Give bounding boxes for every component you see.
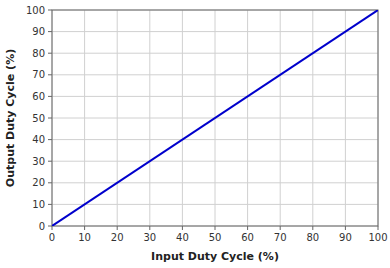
tick-y	[48, 96, 52, 97]
chart: 0 10 20 30 40 50 60 70 80 90 100 0 10 20 30 40 50 60 70 80 9…	[0, 0, 390, 268]
data-line	[52, 10, 378, 226]
tick-label-x: 60	[241, 232, 254, 243]
tick-y	[48, 118, 52, 119]
tick-y	[48, 182, 52, 183]
tick-label-x: 40	[176, 232, 189, 243]
grid-line-y	[52, 96, 378, 97]
tick-y	[48, 139, 52, 140]
y-axis-label: Output Duty Cycle (%)	[4, 49, 17, 187]
tick-x	[345, 226, 346, 230]
tick-y	[48, 10, 52, 11]
grid-line-y	[52, 182, 378, 183]
tick-label-y: 20	[32, 177, 45, 188]
tick-label-x: 50	[209, 232, 222, 243]
grid-line-y	[52, 74, 378, 75]
tick-label-x: 20	[111, 232, 124, 243]
x-axis-label: Input Duty Cycle (%)	[151, 250, 279, 263]
tick-x	[312, 226, 313, 230]
grid-line-y	[52, 53, 378, 54]
tick-label-x: 0	[49, 232, 55, 243]
tick-x	[84, 226, 85, 230]
tick-x	[247, 226, 248, 230]
grid	[52, 10, 378, 226]
grid-line-y	[52, 139, 378, 140]
tick-x	[117, 226, 118, 230]
grid-line-y	[52, 161, 378, 162]
tick-label-y: 90	[32, 26, 45, 37]
tick-label-x: 70	[274, 232, 287, 243]
plot-area	[52, 10, 378, 226]
axes: 0 10 20 30 40 50 60 70 80 90 100 0 10 20 30 40 50 60 70 80 9…	[26, 5, 388, 244]
grid-line-y	[52, 31, 378, 32]
tick-y	[48, 31, 52, 32]
grid-line-y	[52, 204, 378, 205]
tick-label-y: 40	[32, 134, 45, 145]
tick-x	[52, 226, 53, 230]
tick-x	[182, 226, 183, 230]
tick-x	[149, 226, 150, 230]
tick-label-y: 10	[32, 199, 45, 210]
tick-label-y: 60	[32, 91, 45, 102]
tick-y	[48, 161, 52, 162]
tick-x	[378, 226, 379, 230]
plot-frame	[52, 10, 378, 226]
tick-x	[280, 226, 281, 230]
series	[52, 10, 378, 226]
tick-label-x: 100	[368, 232, 387, 243]
tick-label-x: 80	[306, 232, 319, 243]
tick-y	[48, 74, 52, 75]
tick-y	[48, 53, 52, 54]
tick-label-x: 90	[339, 232, 352, 243]
tick-label-y: 0	[39, 221, 45, 232]
tick-label-y: 70	[32, 69, 45, 80]
tick-y	[48, 226, 52, 227]
tick-label-x: 30	[143, 232, 156, 243]
tick-label-x: 10	[78, 232, 91, 243]
tick-label-y: 50	[32, 113, 45, 124]
tick-x	[215, 226, 216, 230]
tick-label-y: 80	[32, 48, 45, 59]
tick-label-y: 100	[26, 5, 45, 16]
tick-label-y: 30	[32, 156, 45, 167]
tick-y	[48, 204, 52, 205]
